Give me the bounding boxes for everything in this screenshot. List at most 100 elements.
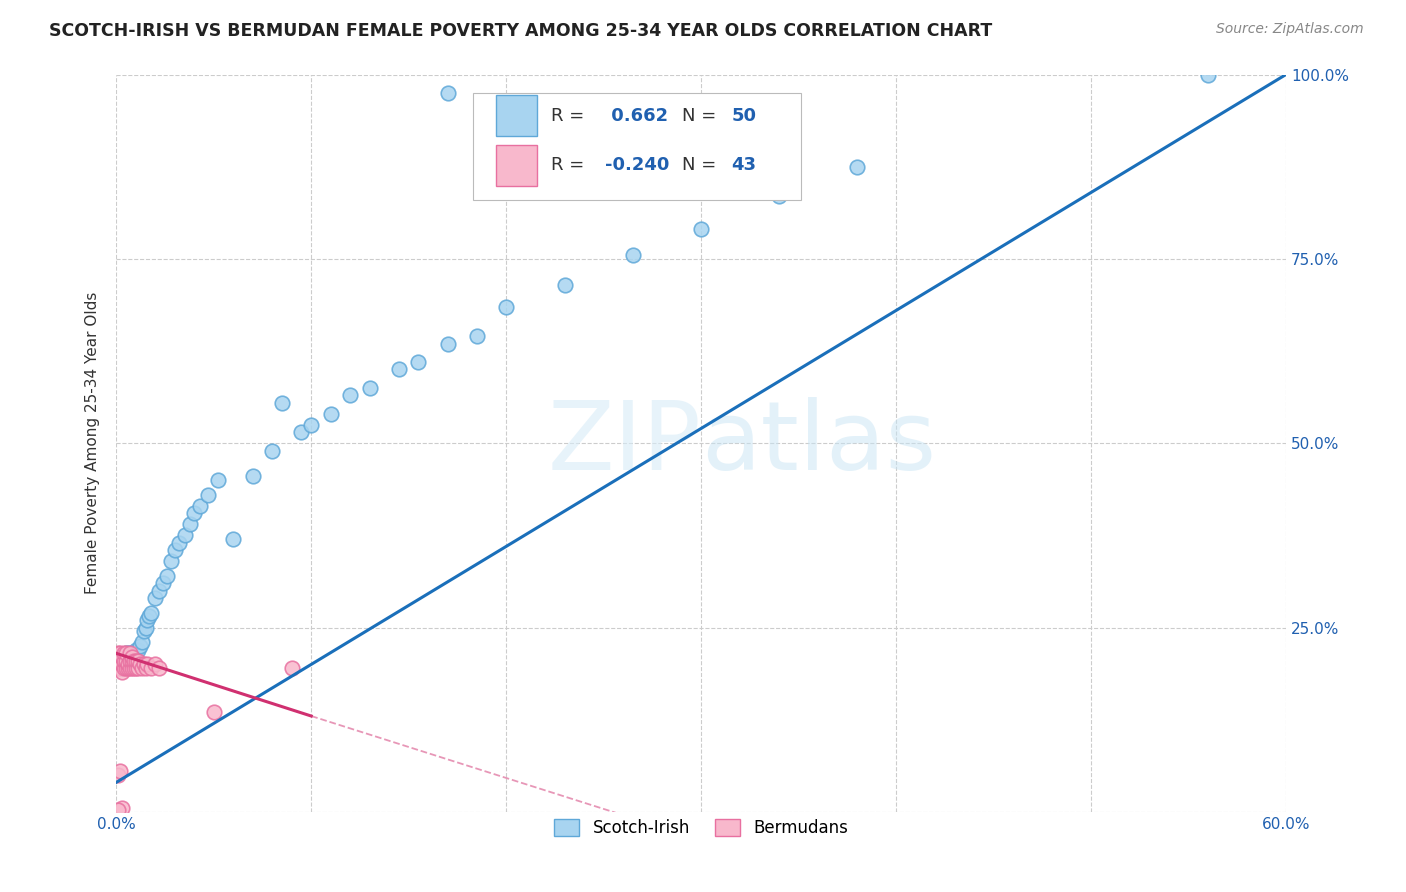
Text: ZIP: ZIP (547, 397, 702, 490)
Point (160, 554, 183, 568)
Point (148, 661, 170, 675)
Text: 0.662: 0.662 (605, 106, 668, 125)
Point (148, 583, 170, 598)
FancyBboxPatch shape (472, 93, 800, 200)
Point (108, 661, 131, 675)
Point (112, 661, 135, 675)
Point (188, 499, 211, 513)
Point (118, 646, 141, 660)
Text: Source: ZipAtlas.com: Source: ZipAtlas.com (1216, 22, 1364, 37)
Text: R =: R = (551, 156, 591, 174)
Text: SCOTCH-IRISH VS BERMUDAN FEMALE POVERTY AMONG 25-34 YEAR OLDS CORRELATION CHART: SCOTCH-IRISH VS BERMUDAN FEMALE POVERTY … (49, 22, 993, 40)
Point (690, 222, 713, 236)
FancyBboxPatch shape (496, 95, 537, 136)
Point (136, 613, 159, 627)
Point (128, 639, 150, 653)
Point (436, 336, 458, 351)
Point (152, 576, 174, 591)
Point (107, 804, 129, 818)
Point (339, 388, 361, 402)
Point (131, 661, 153, 675)
Point (495, 300, 517, 314)
Point (319, 407, 342, 421)
Point (115, 646, 138, 660)
Point (143, 657, 166, 672)
Point (156, 569, 179, 583)
Point (127, 642, 149, 657)
Point (183, 506, 205, 520)
Point (107, 661, 129, 675)
Point (132, 624, 155, 639)
Point (117, 661, 139, 675)
Point (111, 665, 134, 679)
Point (262, 443, 284, 458)
Point (290, 425, 312, 439)
Point (202, 706, 225, 720)
Y-axis label: Female Poverty Among 25-34 Year Olds: Female Poverty Among 25-34 Year Olds (86, 292, 100, 594)
Point (141, 661, 163, 675)
Point (222, 532, 245, 546)
Point (138, 609, 160, 624)
Point (121, 661, 143, 675)
Point (167, 535, 190, 549)
Text: atlas: atlas (702, 397, 936, 490)
Point (134, 661, 156, 675)
Point (299, 417, 322, 432)
Point (280, 661, 302, 675)
Point (107, 654, 129, 668)
Point (111, 661, 134, 675)
Point (621, 248, 644, 262)
Point (115, 661, 138, 675)
Point (122, 661, 145, 675)
Point (111, 657, 134, 672)
Point (131, 635, 153, 649)
Point (125, 642, 148, 657)
Point (141, 606, 163, 620)
FancyBboxPatch shape (496, 145, 537, 186)
Point (108, 654, 131, 668)
Point (173, 528, 195, 542)
Point (118, 661, 141, 675)
Point (132, 657, 155, 672)
Point (107, 646, 129, 660)
Point (117, 646, 139, 660)
Text: 50: 50 (731, 106, 756, 125)
Point (125, 661, 148, 675)
Point (107, 768, 129, 782)
Point (112, 654, 135, 668)
Point (125, 654, 148, 668)
Legend: Scotch-Irish, Bermudans: Scotch-Irish, Bermudans (547, 813, 855, 844)
Point (136, 657, 159, 672)
Point (768, 189, 790, 203)
Point (112, 646, 135, 660)
Point (127, 661, 149, 675)
Point (408, 355, 430, 369)
Text: 43: 43 (731, 156, 756, 174)
Point (127, 654, 149, 668)
Point (118, 646, 141, 660)
Point (207, 473, 229, 487)
Point (197, 488, 219, 502)
Point (271, 395, 294, 409)
Point (112, 654, 135, 668)
Point (143, 591, 166, 605)
Point (179, 517, 201, 532)
Point (436, 86, 458, 100)
Point (554, 277, 576, 292)
Point (108, 764, 131, 779)
Point (134, 621, 156, 635)
Text: -0.240: -0.240 (605, 156, 669, 174)
Point (465, 329, 488, 343)
Text: N =: N = (682, 156, 723, 174)
Point (111, 650, 134, 665)
Point (108, 646, 131, 660)
Point (111, 801, 134, 815)
Point (118, 654, 141, 668)
Point (122, 654, 145, 668)
Point (115, 654, 138, 668)
Point (242, 469, 264, 483)
Point (121, 654, 143, 668)
Point (115, 646, 138, 660)
Point (117, 657, 139, 672)
Point (128, 657, 150, 672)
